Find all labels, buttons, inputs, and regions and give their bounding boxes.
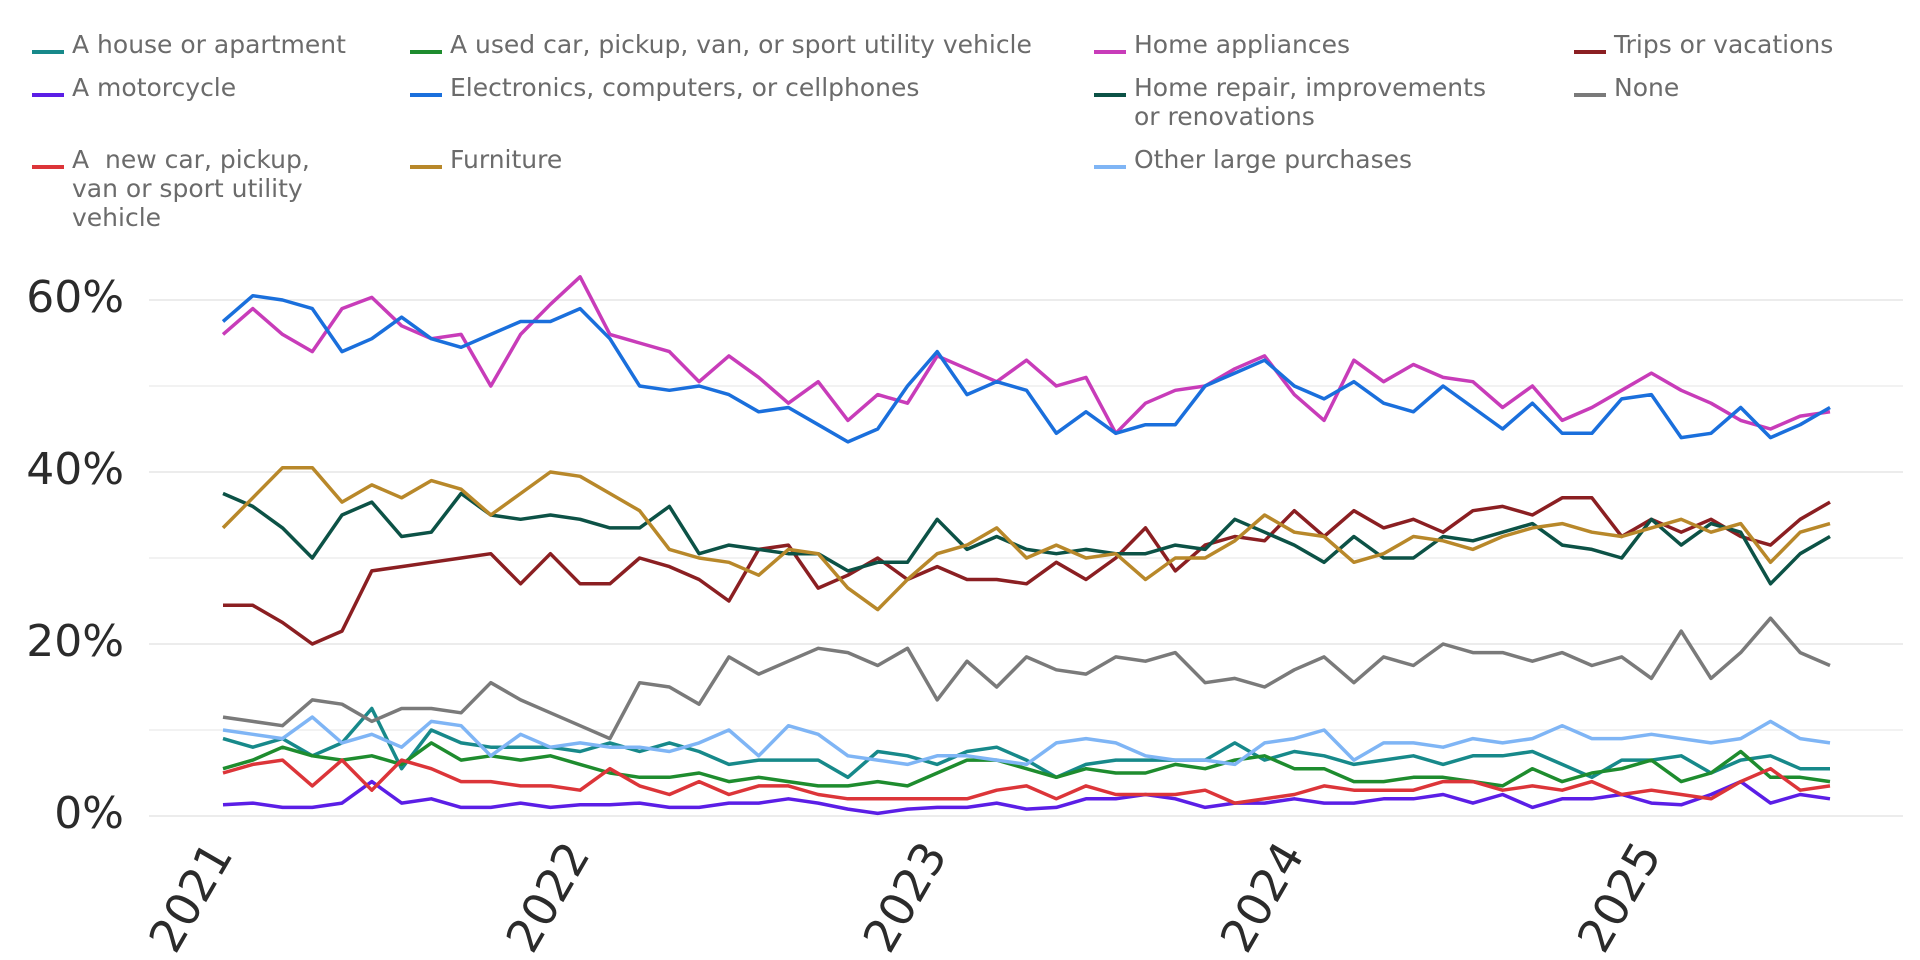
- series-line: [222, 616, 1831, 741]
- legend-label: Other large purchases: [1134, 145, 1413, 174]
- series-line: [221, 275, 1831, 436]
- series-line: [222, 715, 1831, 767]
- series-line: [222, 706, 1830, 780]
- legend-item: Furniture: [410, 145, 1094, 232]
- legend-swatch: [32, 50, 64, 54]
- legend-label: Trips or vacations: [1614, 30, 1834, 59]
- legend-label: A used car, pickup, van, or sport utilit…: [450, 30, 1032, 59]
- legend-item: A motorcycle: [32, 73, 410, 131]
- y-tick-label: 60%: [26, 272, 124, 323]
- series-line: [222, 758, 1831, 805]
- legend-item: None: [1574, 73, 1904, 131]
- legend-swatch: [32, 165, 64, 169]
- legend-label: Electronics, computers, or cellphones: [450, 73, 920, 102]
- series-line: [221, 293, 1831, 444]
- legend-label: A new car, pickup, van or sport utility …: [72, 145, 318, 232]
- legend: A house or apartment A used car, pickup, …: [32, 30, 1912, 232]
- x-tick-label: 2024: [1209, 833, 1314, 960]
- x-tick-label: 2022: [495, 833, 600, 960]
- series-line: [222, 491, 1831, 586]
- legend-item: A house or apartment: [32, 30, 410, 59]
- legend-swatch: [1094, 50, 1126, 54]
- legend-item: A used car, pickup, van, or sport utilit…: [410, 30, 1094, 59]
- series-line: [222, 779, 1831, 816]
- legend-swatch: [410, 165, 442, 169]
- x-tick-label: 2025: [1566, 833, 1671, 960]
- series-line: [223, 496, 1831, 646]
- legend-item: Other large purchases: [1094, 145, 1574, 232]
- x-tick-label: 2023: [852, 833, 957, 960]
- legend-item: Home repair, improvements or renovations: [1094, 73, 1574, 131]
- legend-swatch: [1094, 165, 1126, 169]
- y-tick-label: 0%: [54, 788, 124, 839]
- legend-label: A house or apartment: [72, 30, 346, 59]
- legend-label: None: [1614, 73, 1680, 102]
- y-tick-label: 20%: [26, 616, 124, 667]
- legend-swatch: [1094, 93, 1126, 97]
- legend-label: A motorcycle: [72, 73, 237, 102]
- x-tick-label: 2021: [138, 833, 243, 960]
- legend-swatch: [1574, 50, 1606, 54]
- legend-label: Furniture: [450, 145, 563, 174]
- y-tick-label: 40%: [26, 444, 124, 495]
- legend-swatch: [32, 93, 64, 97]
- legend-swatch: [410, 93, 442, 97]
- legend-item: Home appliances: [1094, 30, 1574, 59]
- legend-swatch: [410, 50, 442, 54]
- legend-item: A new car, pickup, van or sport utility …: [32, 145, 410, 232]
- series-line: [221, 465, 1831, 612]
- legend-swatch: [1574, 93, 1606, 97]
- legend-label: Home repair, improvements or renovations: [1134, 73, 1494, 131]
- legend-label: Home appliances: [1134, 30, 1351, 59]
- legend-item: Trips or vacations: [1574, 30, 1904, 59]
- legend-item: Electronics, computers, or cellphones: [410, 73, 1094, 131]
